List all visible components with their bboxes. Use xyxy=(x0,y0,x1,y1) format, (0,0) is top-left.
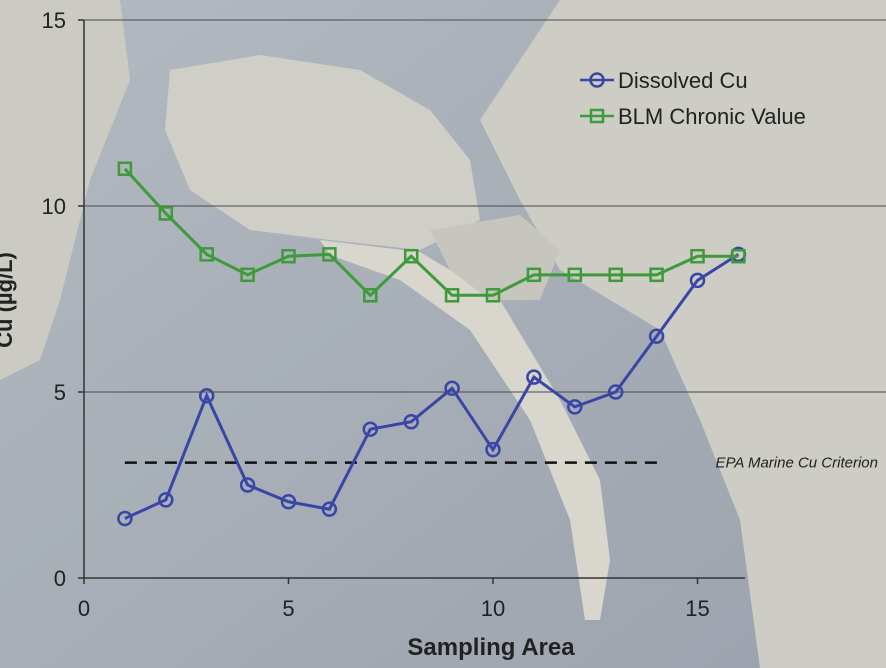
data-point-blm-chronic-value xyxy=(199,247,214,262)
x-tick-label-10: 10 xyxy=(481,596,505,621)
series-line-dissolved-cu xyxy=(124,253,740,520)
data-point-blm-chronic-value xyxy=(117,161,133,177)
tick-labels: 0 5 10 15 0 5 10 15 xyxy=(42,8,710,621)
data-point-dissolved-cu xyxy=(567,399,583,415)
axes xyxy=(83,20,745,579)
data-point-blm-chronic-value xyxy=(444,288,460,303)
data-point-dissolved-cu xyxy=(444,380,460,397)
data-point-dissolved-cu xyxy=(526,369,542,385)
data-point-blm-chronic-value xyxy=(567,267,583,283)
data-point-blm-chronic-value xyxy=(690,248,705,264)
data-point-blm-chronic-value xyxy=(363,288,378,303)
epa-criterion-label: EPA Marine Cu Criterion xyxy=(715,455,878,472)
series-group xyxy=(117,161,747,527)
data-point-blm-chronic-value xyxy=(731,248,746,264)
y-tick-label-0: 0 xyxy=(54,566,66,591)
data-point-dissolved-cu xyxy=(321,501,338,517)
data-point-dissolved-cu xyxy=(648,328,665,344)
data-point-blm-chronic-value xyxy=(322,247,337,262)
series-line-blm-chronic-value xyxy=(123,167,739,298)
legend: Dissolved Cu BLM Chronic Value xyxy=(580,68,806,129)
data-point-dissolved-cu xyxy=(485,441,501,458)
legend-label-blm-chronic-value: BLM Chronic Value xyxy=(618,104,806,129)
grid-lines xyxy=(84,19,886,393)
data-point-dissolved-cu xyxy=(689,272,706,289)
x-tick-label-5: 5 xyxy=(282,596,294,621)
data-point-blm-chronic-value xyxy=(649,267,664,283)
data-point-dissolved-cu xyxy=(239,477,256,493)
data-point-dissolved-cu xyxy=(158,492,174,508)
data-point-dissolved-cu xyxy=(198,387,215,404)
data-point-blm-chronic-value xyxy=(526,267,542,283)
reference-line-group: EPA Marine Cu Criterion xyxy=(124,455,878,472)
island-land xyxy=(165,55,480,250)
data-point-dissolved-cu xyxy=(403,414,419,430)
data-point-blm-chronic-value xyxy=(240,267,255,283)
data-point-blm-chronic-value xyxy=(608,267,623,283)
x-axis-label: Sampling Area xyxy=(407,634,575,661)
legend-marker-blm-chronic-value xyxy=(589,108,605,124)
data-point-blm-chronic-value xyxy=(158,206,174,221)
data-point-dissolved-cu xyxy=(607,384,624,400)
y-tick-label-15: 15 xyxy=(42,8,66,33)
data-point-blm-chronic-value xyxy=(281,248,296,264)
data-point-dissolved-cu xyxy=(117,510,133,527)
land-area-west xyxy=(0,0,130,380)
y-tick-label-10: 10 xyxy=(42,194,66,219)
y-tick-label-5: 5 xyxy=(54,380,66,405)
x-tick-label-0: 0 xyxy=(78,596,90,621)
data-point-dissolved-cu xyxy=(280,493,297,510)
data-point-blm-chronic-value xyxy=(485,288,501,303)
data-point-dissolved-cu xyxy=(362,421,379,437)
land-area-east xyxy=(480,0,886,668)
legend-marker-dissolved-cu xyxy=(589,72,605,88)
x-tick-label-15: 15 xyxy=(685,596,709,621)
data-point-blm-chronic-value xyxy=(403,248,419,264)
legend-label-dissolved-cu: Dissolved Cu xyxy=(618,68,748,93)
peninsula-strip xyxy=(320,240,610,620)
y-axis-label: Cu (µg/L) xyxy=(0,252,17,348)
